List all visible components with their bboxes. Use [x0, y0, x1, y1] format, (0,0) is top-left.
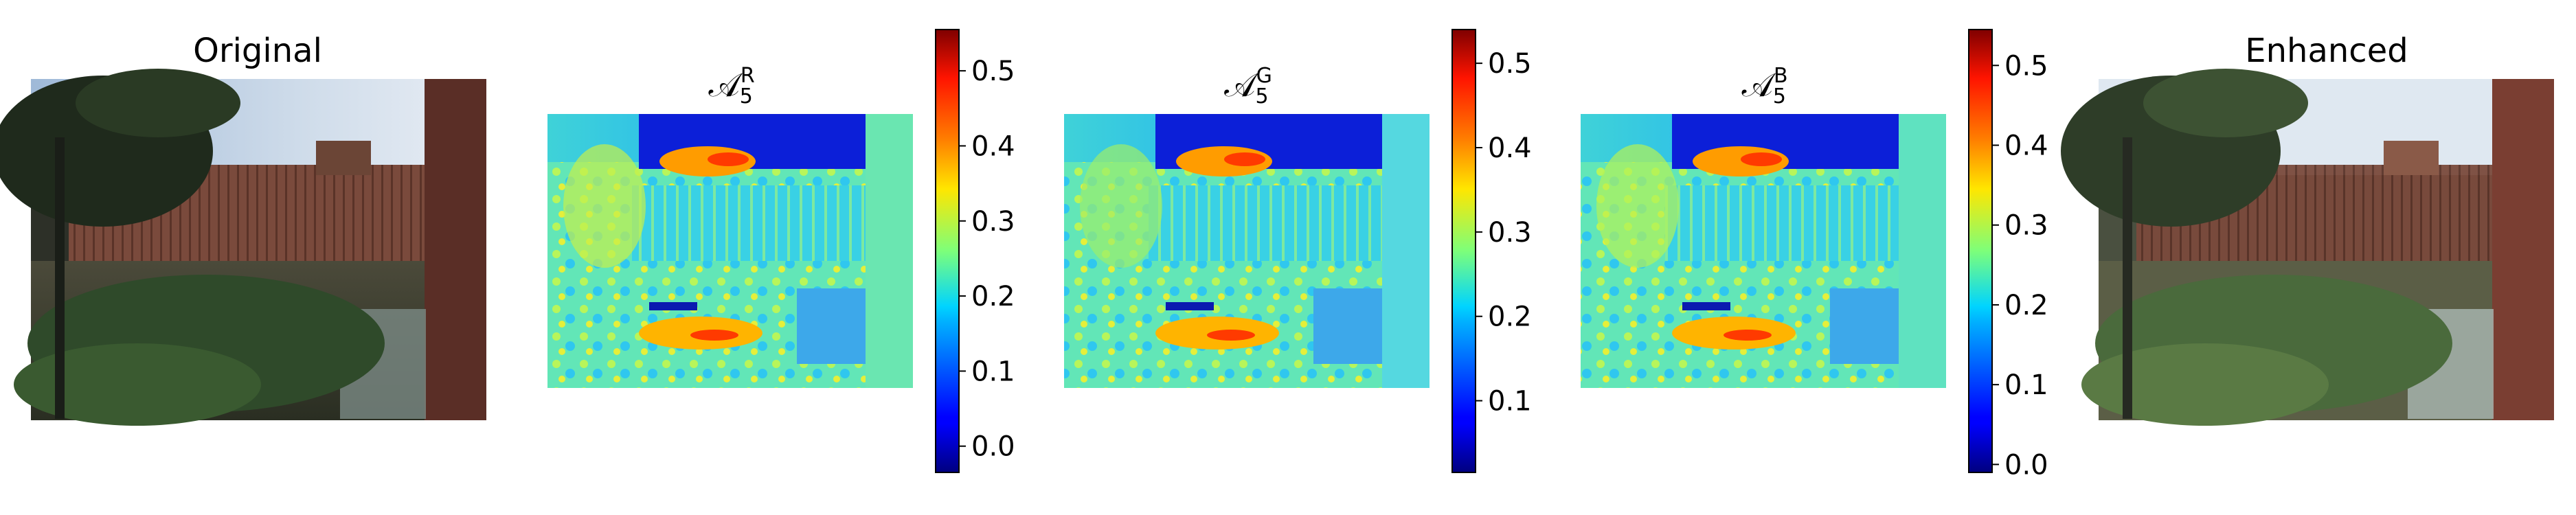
colorbar-r-tick-label: 0.5	[971, 56, 1015, 87]
panel-title-enhanced: Enhanced	[2245, 32, 2408, 70]
colorbar-g-tick-label: 0.5	[1488, 48, 1532, 80]
photo-original	[0, 69, 486, 426]
colorbar-b-tick-label: 0.0	[2004, 449, 2048, 481]
panel-original: Original	[0, 32, 486, 426]
colorbar-b-tick-label: 0.1	[2004, 369, 2048, 401]
colorbar-b-tick-label: 0.2	[2004, 290, 2048, 321]
colorbar-g: 0.1 0.2 0.3 0.4 0.5	[1451, 29, 1532, 473]
colorbar-b: 0.0 0.1 0.2 0.3 0.4 0.5	[1968, 29, 2048, 481]
panel-title-map-b: 𝒜5B	[1741, 64, 1787, 108]
panel-title-map-g: 𝒜5G	[1224, 64, 1272, 108]
colorbar-b-tick-label: 0.4	[2004, 130, 2048, 162]
panel-title-original: Original	[193, 32, 322, 70]
heatmap-r	[547, 114, 913, 388]
colorbar-r-tick-label: 0.1	[971, 356, 1015, 387]
colorbar-b-tick-label: 0.3	[2004, 210, 2048, 242]
colorbar-b-tick-label: 0.5	[2004, 50, 2048, 82]
photo-enhanced	[2061, 69, 2554, 426]
colorbar-g-tick-label: 0.3	[1488, 217, 1532, 249]
colorbar-r-tick-label: 0.0	[971, 431, 1015, 463]
colorbar-r-tick-label: 0.4	[971, 130, 1015, 162]
colorbar-g-tick-label: 0.1	[1488, 386, 1532, 417]
panel-enhanced: Enhanced	[2061, 32, 2554, 426]
colorbar-g-tick-label: 0.2	[1488, 301, 1532, 333]
colorbar-g-tick-label: 0.4	[1488, 133, 1532, 164]
panel-title-map-r: 𝒜5R	[708, 64, 754, 108]
panel-map-b: 𝒜5B 0.0 0.1 0.2 0.3 0.4 0.5	[1581, 29, 2048, 481]
heatmap-b	[1581, 114, 1946, 388]
colorbar-r-tick-label: 0.3	[971, 206, 1015, 238]
panel-map-r: 𝒜5R 0.0 0.1 0.2 0.3 0.4 0.5	[547, 29, 1015, 473]
heatmap-g	[1064, 114, 1430, 388]
colorbar-r: 0.0 0.1 0.2 0.3 0.4 0.5	[935, 29, 1015, 473]
colorbar-r-tick-label: 0.2	[971, 281, 1015, 312]
panel-map-g: 𝒜5G 0.1 0.2 0.3 0.4 0.5	[1064, 29, 1532, 473]
